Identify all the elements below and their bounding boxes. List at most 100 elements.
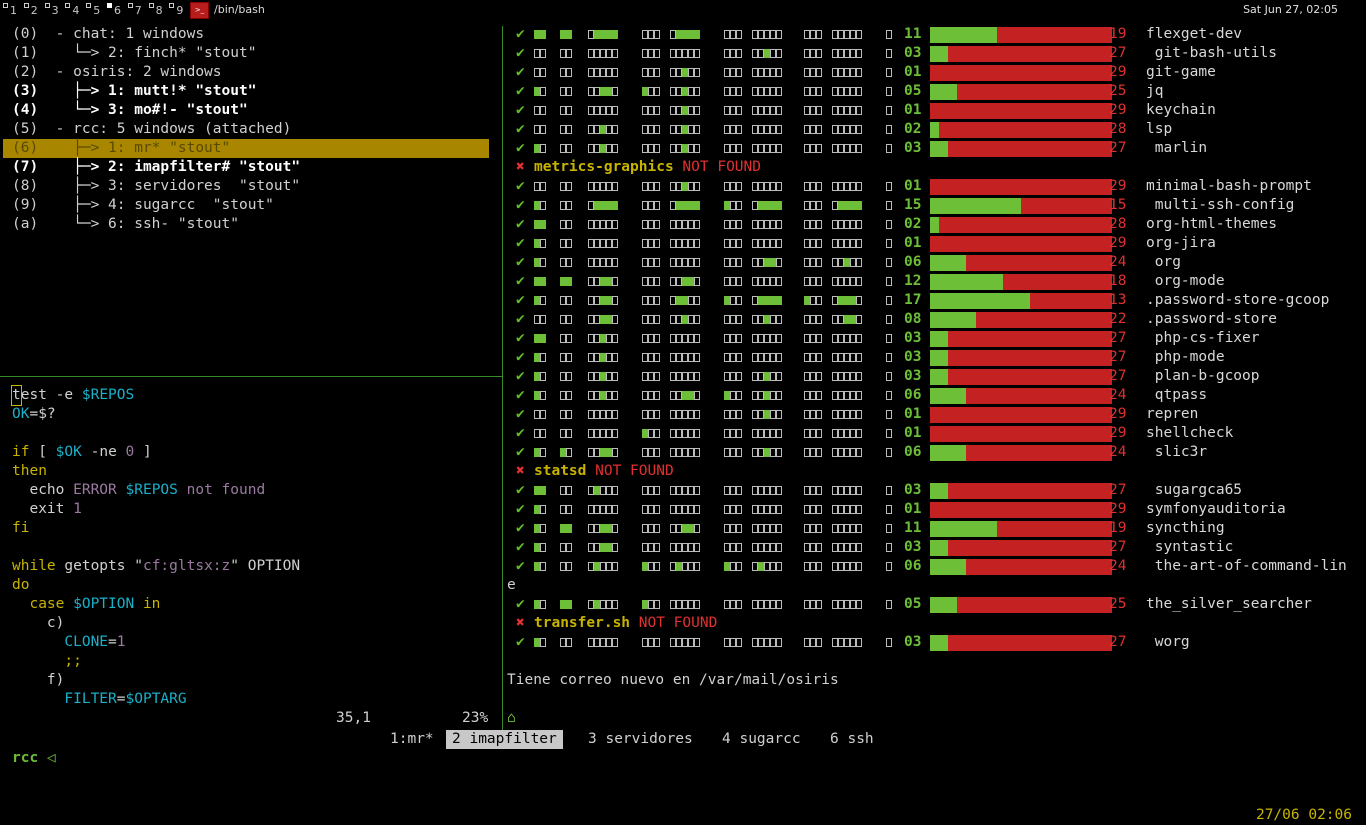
activity-cell — [594, 87, 600, 96]
activity-cell — [886, 524, 892, 533]
workspace-3[interactable]: 3 — [44, 3, 63, 19]
vim-line[interactable]: fi — [12, 519, 29, 538]
vim-line[interactable]: test -e $REPOS — [11, 385, 134, 406]
activity-cell — [606, 125, 612, 134]
vim-line[interactable]: while getopts "cf:gltsx:z" OPTION — [12, 557, 300, 576]
activity-cell — [648, 182, 654, 191]
workspace-1[interactable]: 1 — [3, 3, 21, 19]
activity-cell — [642, 353, 648, 362]
vim-editor-pane[interactable]: test -e $REPOS OK=$? if [ $OK -ne 0 ] then … — [0, 378, 502, 730]
window-tab[interactable]: 2 imapfilter — [446, 730, 563, 749]
activity-cell — [752, 201, 758, 210]
clock: Sat Jun 27, 02:05 — [1243, 3, 1338, 16]
tree-item[interactable]: (0) - chat: 1 windows — [12, 26, 205, 42]
vim-line[interactable]: CLONE=1 — [12, 633, 125, 652]
activity-cell-group — [886, 277, 892, 287]
shell-prompt[interactable]: ⌂ — [507, 710, 516, 726]
window-tab[interactable]: 3 servidores — [588, 731, 693, 747]
activity-cell — [642, 106, 648, 115]
progress-fill — [930, 635, 949, 651]
tree-item[interactable]: (a) └─> 6: ssh- "stout" — [12, 216, 239, 232]
code-token: OK — [12, 406, 30, 422]
error-icon: ✖ — [516, 615, 525, 631]
activity-cell — [810, 372, 816, 381]
repo-status-pane[interactable]: ✔ 11 19 flexget-dev ✔ 03 27 git-bash-utils ✔ 01 2… — [504, 21, 1366, 730]
activity-cell — [770, 182, 776, 191]
activity-cell — [832, 125, 838, 134]
vim-line[interactable]: if [ $OK -ne 0 ] — [12, 443, 152, 462]
vim-line[interactable]: case $OPTION in — [12, 595, 160, 614]
activity-cell-group — [724, 562, 742, 572]
tmux-session-tree[interactable]: (0) - chat: 1 windows (1) └─> 2: finch* "… — [0, 21, 502, 376]
activity-cell — [540, 182, 546, 191]
vim-line[interactable]: f) — [12, 671, 64, 690]
vim-line[interactable]: do — [12, 576, 29, 595]
activity-cell — [682, 562, 688, 571]
remaining-count: 27 — [1109, 368, 1127, 384]
vim-line[interactable]: OK=$? — [12, 405, 56, 424]
terminal-icon[interactable]: >_ — [190, 2, 209, 19]
activity-cell — [724, 543, 730, 552]
activity-cell-group — [804, 182, 822, 192]
window-tab[interactable]: 6 ssh — [830, 731, 874, 747]
activity-cell — [600, 638, 606, 647]
progress-fill — [930, 312, 976, 328]
activity-cell-group — [752, 277, 782, 287]
activity-cell — [676, 524, 682, 533]
vim-line[interactable]: c) — [12, 614, 64, 633]
activity-cell-group — [724, 505, 742, 515]
workspace-4[interactable]: 4 — [65, 3, 83, 19]
activity-cell-group — [804, 68, 822, 78]
vim-line[interactable]: FILTER=$OPTARG — [12, 690, 186, 709]
tree-item[interactable]: (5) - rcc: 5 windows (attached) — [12, 121, 292, 137]
activity-cell — [540, 353, 546, 362]
activity-cell — [724, 429, 730, 438]
activity-cell — [758, 334, 764, 343]
activity-cell — [804, 106, 810, 115]
tree-item[interactable]: (9) ├─> 4: sugarcc "stout" — [12, 197, 274, 213]
activity-cell — [730, 258, 736, 267]
tree-item[interactable]: (6) ├─> 1: mr* "stout" — [3, 139, 489, 158]
activity-cell-group — [752, 600, 782, 610]
activity-cell-group — [560, 182, 572, 192]
activity-cell-group — [670, 505, 700, 515]
tree-item[interactable]: (4) └─> 3: mo#!- "stout" — [12, 102, 248, 118]
activity-cell-group — [534, 391, 546, 401]
tree-item[interactable]: (8) ├─> 3: servidores "stout" — [12, 178, 301, 194]
tree-item[interactable]: (7) ├─> 2: imapfilter# "stout" — [12, 159, 301, 175]
activity-cell — [600, 562, 606, 571]
workspace-9[interactable]: 9 — [169, 3, 187, 19]
activity-cell — [810, 182, 816, 191]
tree-item[interactable]: (2) - osiris: 2 windows — [12, 64, 222, 80]
workspace-7[interactable]: 7 — [127, 3, 146, 19]
activity-cell — [676, 638, 682, 647]
progress-fill — [930, 521, 998, 537]
activity-cell — [654, 486, 660, 495]
session-name[interactable]: rcc ◁ — [12, 750, 56, 766]
vim-line[interactable]: then — [12, 462, 47, 481]
workspace-8[interactable]: 8 — [148, 3, 167, 19]
tree-item[interactable]: (3) ├─> 1: mutt!* "stout" — [12, 83, 257, 99]
window-tab[interactable]: 1:mr* — [390, 731, 434, 747]
activity-cell — [832, 49, 838, 58]
tree-item[interactable]: (1) └─> 2: finch* "stout" — [12, 45, 257, 61]
vim-line[interactable]: echo ERROR $REPOS not found — [12, 481, 265, 500]
activity-cell-group — [588, 258, 618, 268]
activity-cell — [804, 220, 810, 229]
vim-line[interactable]: exit 1 — [12, 500, 81, 519]
progress-bar — [930, 388, 1112, 404]
vim-line[interactable]: ;; — [12, 652, 81, 671]
activity-cell — [844, 543, 850, 552]
activity-cell — [758, 68, 764, 77]
workspace-5[interactable]: 5 — [86, 3, 104, 19]
activity-cell-group — [832, 239, 862, 249]
activity-cell — [752, 258, 758, 267]
vim-ruler-position: 35,1 — [336, 710, 371, 726]
window-tab[interactable]: 4 sugarcc — [722, 731, 801, 747]
activity-cell — [776, 220, 782, 229]
workspace-6[interactable]: 6 — [107, 3, 125, 19]
remaining-count: 28 — [1109, 121, 1127, 137]
workspace-2[interactable]: 2 — [23, 3, 42, 19]
repo-row: ✔ 02 28 lsp — [504, 120, 1364, 139]
activity-cell — [682, 543, 688, 552]
